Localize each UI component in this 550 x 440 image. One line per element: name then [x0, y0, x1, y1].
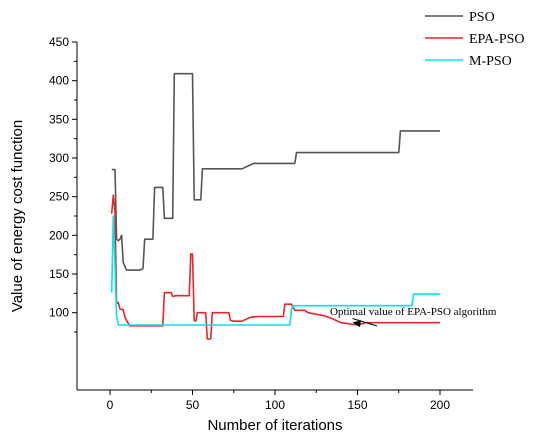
y-tick-label: 150: [49, 267, 69, 281]
y-tick-label: 250: [49, 190, 69, 204]
x-tick-label: 100: [265, 398, 285, 412]
series-line-pso: [111, 72, 440, 271]
y-tick-label: 200: [49, 228, 69, 242]
axes: [76, 42, 473, 391]
y-axis-title: Value of energy cost function: [9, 120, 26, 312]
series-line-epa-pso: [110, 194, 440, 340]
y-tick-label: 450: [49, 35, 69, 49]
y-tick-label: 400: [49, 74, 69, 88]
legend-label-m-pso: M-PSO: [469, 54, 512, 69]
x-tick-label: 0: [107, 398, 114, 412]
annotation-text: Optimal value of EPA-PSO algorithm: [330, 306, 497, 318]
series-lines: [110, 72, 440, 340]
y-tick-label: 300: [49, 151, 69, 165]
annotation: Optimal value of EPA-PSO algorithm: [330, 306, 497, 328]
x-tick-label: 50: [186, 398, 200, 412]
x-axis-title: Number of iterations: [207, 417, 342, 434]
y-tick-label: 350: [49, 112, 69, 126]
annotation-arrow-head: [352, 320, 361, 328]
annotation-arrow-line: [352, 318, 378, 327]
y-tick-label: 100: [49, 306, 69, 320]
series-line-m-pso: [110, 215, 440, 326]
x-tick-label: 150: [347, 398, 367, 412]
x-tick-label: 200: [430, 398, 450, 412]
legend-label-pso: PSO: [469, 10, 495, 25]
legend: PSO EPA-PSO M-PSO: [425, 10, 525, 69]
tick-labels: 100 150 200 250 300 350 400 450 0 50 100 150 200: [49, 35, 450, 412]
legend-label-epa-pso: EPA-PSO: [469, 32, 525, 47]
ticks: [72, 41, 441, 395]
